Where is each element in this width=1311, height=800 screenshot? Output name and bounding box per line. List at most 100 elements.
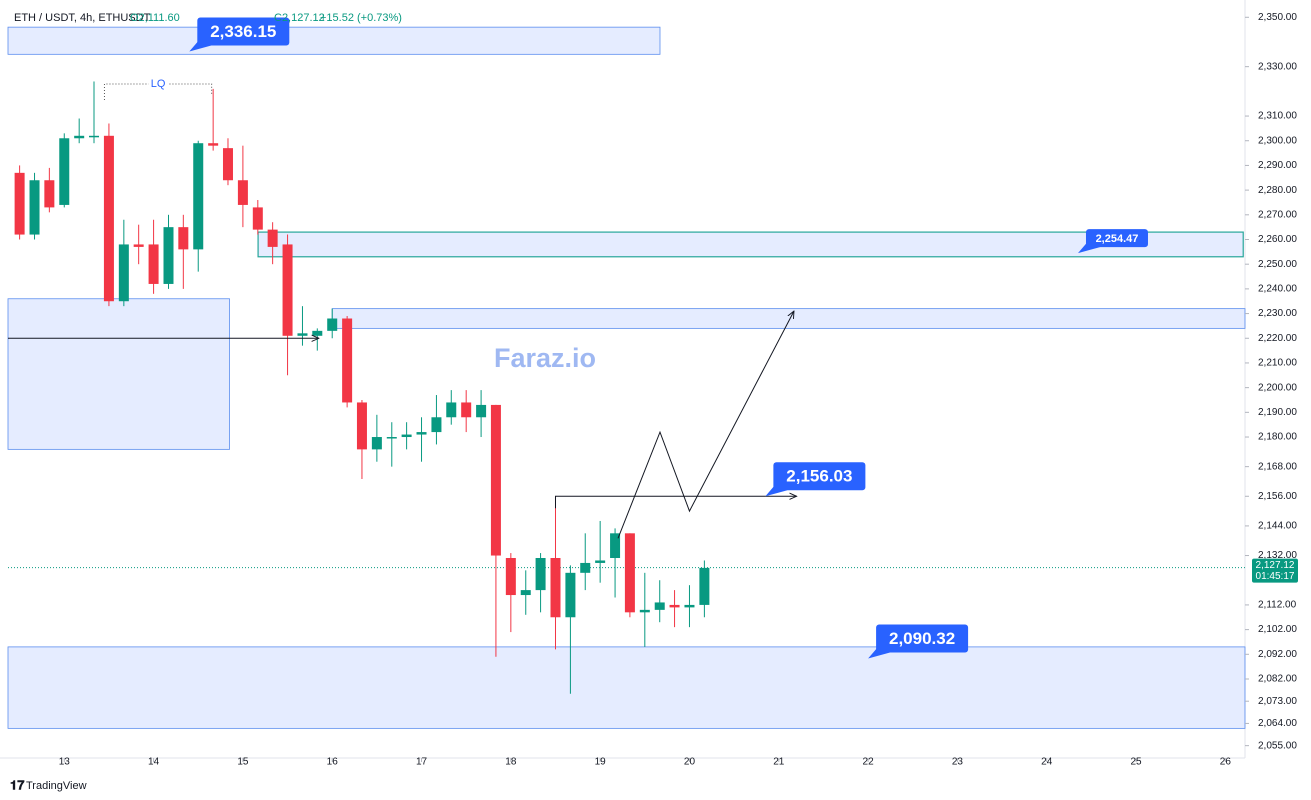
zone [331, 308, 1246, 329]
y-tick-label: 2,300.00 [1258, 135, 1297, 146]
y-tick-label: 2,230.00 [1258, 308, 1297, 319]
candle-body [178, 227, 189, 250]
x-tick-label: 26 [1220, 757, 1232, 768]
x-tick-label: 22 [863, 757, 875, 768]
header-title: ETH / USDT, 4h, ETHUSDT [14, 12, 151, 24]
y-tick-label: 2,092.00 [1258, 649, 1297, 660]
y-tick-label: 2,310.00 [1258, 111, 1297, 122]
candle-body [490, 404, 501, 556]
candle-body [654, 602, 665, 610]
candle-body [89, 135, 100, 138]
y-tick-label: 2,290.00 [1258, 160, 1297, 171]
y-tick-label: 2,055.00 [1258, 740, 1297, 751]
header-close: C2,127.12 [274, 12, 325, 24]
candle-body [327, 318, 338, 331]
x-tick-label: 24 [1041, 757, 1053, 768]
y-tick-label: 2,102.00 [1258, 624, 1297, 635]
candle-body [14, 172, 25, 235]
candle-body [267, 229, 278, 247]
candle-body [59, 138, 70, 205]
candle-body [550, 558, 561, 618]
candle-body [595, 560, 606, 563]
candle-body [461, 402, 472, 418]
candle-body [148, 244, 159, 284]
candle-body [356, 402, 367, 450]
x-tick-label: 16 [327, 757, 339, 768]
watermark: Faraz.io [494, 343, 596, 373]
y-tick-label: 2,200.00 [1258, 382, 1297, 393]
candle-body [446, 402, 457, 418]
y-tick-label: 2,168.00 [1258, 461, 1297, 472]
y-tick-label: 2,220.00 [1258, 333, 1297, 344]
brand: TradingView [26, 780, 87, 792]
candle-body [237, 180, 248, 205]
candle-body [208, 143, 219, 146]
x-tick-label: 21 [773, 757, 785, 768]
plot: LQ 2,336.15 2,254.47 2,156.03 2,090.32 [7, 17, 1246, 729]
candle-body [103, 135, 114, 302]
y-tick-label: 2,180.00 [1258, 432, 1297, 443]
callout-label: 2,336.15 [210, 22, 276, 41]
x-tick-label: 18 [505, 757, 517, 768]
candle-body [416, 432, 427, 435]
callout-label: 2,156.03 [786, 467, 852, 486]
y-tick-label: 2,250.00 [1258, 259, 1297, 270]
callout-label: 2,090.32 [889, 629, 955, 648]
candle-body [431, 417, 442, 433]
x-tick-label: 13 [59, 757, 71, 768]
brand-icon: 𝟏𝟕 [10, 777, 25, 792]
countdown: 01:45:17 [1256, 571, 1295, 582]
y-tick-label: 2,210.00 [1258, 358, 1297, 369]
candle-body [74, 135, 85, 139]
candle-body [252, 207, 263, 230]
y-tick-label: 2,112.00 [1258, 600, 1297, 611]
candle-body [282, 244, 293, 336]
candle-body [699, 567, 710, 605]
header-open: O2,111.60 [130, 12, 180, 24]
x-tick-label: 17 [416, 757, 428, 768]
candle-body [371, 437, 382, 450]
candle-body [624, 533, 635, 613]
candle-body [29, 180, 40, 235]
x-tick-label: 20 [684, 757, 696, 768]
y-tick-label: 2,073.00 [1258, 696, 1297, 707]
y-tick-label: 2,260.00 [1258, 234, 1297, 245]
candle-body [401, 434, 412, 438]
callout-box [876, 624, 969, 653]
y-tick-label: 2,280.00 [1258, 185, 1297, 196]
header-change: +15.52 (+0.73%) [320, 12, 402, 24]
candle-body [580, 562, 591, 573]
callout-label: 2,254.47 [1096, 233, 1139, 245]
candle-body [669, 604, 680, 608]
candle-body [565, 572, 576, 618]
x-tick-label: 15 [237, 757, 249, 768]
candle-body [118, 244, 129, 302]
candle-body [163, 227, 174, 284]
candle-body [193, 143, 204, 250]
candle-body [476, 404, 487, 418]
axes: 2,350.00 2,330.00 2,310.00 2,300.00 2,290.00… [59, 12, 1298, 768]
y-tick-label: 2,350.00 [1258, 12, 1297, 23]
x-tick-label: 25 [1130, 757, 1142, 768]
candle-body [505, 558, 516, 596]
candle-body [535, 558, 546, 591]
y-tick-label: 2,144.00 [1258, 521, 1297, 532]
candle-body [684, 604, 695, 608]
candle-body [520, 590, 531, 596]
last-price-tag [1252, 558, 1298, 583]
y-tick-label: 2,190.00 [1258, 407, 1297, 418]
liquidity-line [103, 83, 213, 100]
zone [7, 26, 661, 55]
candle-body [342, 318, 353, 403]
callout-box [773, 462, 866, 491]
level-line [554, 496, 796, 509]
y-tick-label: 2,064.00 [1258, 718, 1297, 729]
y-tick-label: 2,132.00 [1258, 550, 1297, 561]
y-tick-label: 2,330.00 [1258, 61, 1297, 72]
candle-body [44, 180, 55, 208]
x-tick-label: 19 [595, 757, 607, 768]
y-tick-label: 2,240.00 [1258, 284, 1297, 295]
zone [7, 298, 230, 450]
